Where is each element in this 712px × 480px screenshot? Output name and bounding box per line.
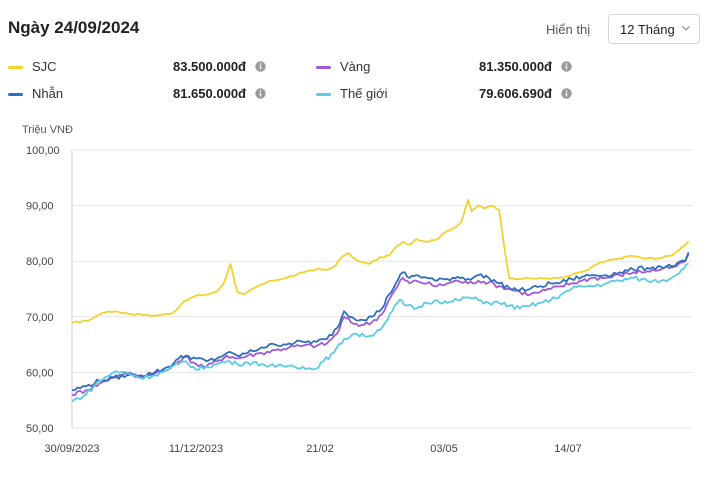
- y-tick-label: 80,00: [26, 256, 54, 268]
- series-line-vàng: [71, 253, 690, 397]
- range-select[interactable]: 12 Tháng: [608, 14, 700, 44]
- header: Ngày 24/09/2024 Hiển thị 12 Tháng: [0, 0, 712, 58]
- legend-item-sjc[interactable]: SJC 83.500.000đ: [8, 56, 268, 78]
- x-tick-label: 11/12/2023: [169, 443, 223, 455]
- legend-item-the-gioi[interactable]: Thế giới 79.606.690đ: [316, 83, 574, 105]
- legend-value: 83.500.000đ: [172, 59, 246, 74]
- series-line-nhẫn: [71, 251, 690, 392]
- legend-name: Thế giới: [340, 86, 388, 101]
- legend-value: 81.350.000đ: [478, 59, 552, 74]
- legend-swatch: [316, 93, 331, 96]
- info-icon[interactable]: [561, 88, 572, 99]
- legend-swatch: [316, 66, 331, 69]
- x-tick-label: 14/07: [554, 443, 582, 455]
- legend: SJC 83.500.000đ Vàng 81.350.000đ Nhẫn 81…: [0, 56, 712, 110]
- legend-swatch: [8, 93, 23, 96]
- x-tick-label: 30/09/2023: [44, 443, 99, 455]
- chart-lines: [71, 199, 690, 403]
- info-icon[interactable]: [561, 61, 572, 72]
- legend-value: 79.606.690đ: [478, 86, 552, 101]
- y-tick-label: 70,00: [26, 312, 54, 324]
- info-icon[interactable]: [255, 61, 266, 72]
- page-title: Ngày 24/09/2024: [8, 18, 140, 37]
- legend-value: 81.650.000đ: [172, 86, 246, 101]
- range-label: Hiển thị: [546, 22, 591, 37]
- legend-name: SJC: [32, 59, 57, 74]
- legend-item-nhan[interactable]: Nhẫn 81.650.000đ: [8, 83, 268, 105]
- range-select-value: 12 Tháng: [620, 21, 675, 37]
- y-axis-unit-label: Triệu VNĐ: [22, 124, 73, 136]
- legend-item-vang[interactable]: Vàng 81.350.000đ: [316, 56, 574, 78]
- y-tick-label: 60,00: [26, 367, 54, 379]
- legend-swatch: [8, 66, 23, 69]
- legend-name: Vàng: [340, 59, 371, 74]
- y-axis-ticks: 100,00 90,00 80,00 70,00 60,00 50,00: [26, 145, 60, 435]
- info-icon[interactable]: [255, 88, 266, 99]
- series-line-sjc: [71, 199, 690, 324]
- chevron-down-icon: [682, 26, 690, 31]
- legend-name: Nhẫn: [32, 86, 64, 101]
- x-axis-ticks: 30/09/2023 11/12/2023 21/02 03/05 14/07: [44, 443, 581, 455]
- x-tick-label: 21/02: [306, 443, 334, 455]
- y-tick-label: 100,00: [26, 145, 60, 157]
- chart-grid: [71, 149, 692, 429]
- series-line-thế-giới: [71, 262, 689, 403]
- x-tick-label: 03/05: [430, 443, 458, 455]
- y-tick-label: 50,00: [26, 423, 54, 435]
- y-tick-label: 90,00: [26, 201, 54, 213]
